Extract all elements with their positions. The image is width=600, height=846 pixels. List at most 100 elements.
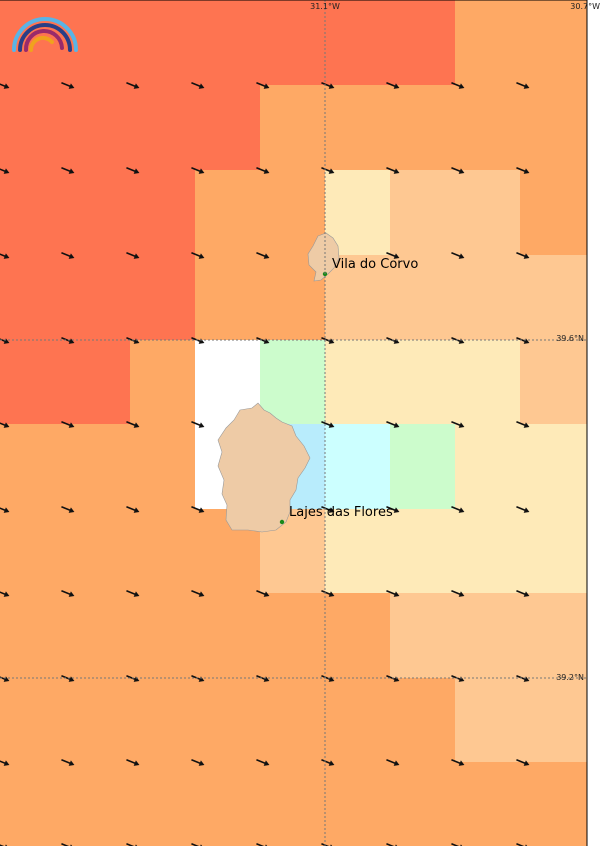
arrow-head (3, 168, 10, 174)
cell (130, 340, 195, 424)
arrow-head (68, 422, 75, 428)
arrow-head (328, 83, 335, 89)
wind-arrow (191, 590, 205, 597)
cell (390, 170, 455, 255)
arrow-head (393, 253, 400, 259)
wind-arrow (126, 506, 140, 513)
wind-arrow (191, 843, 205, 846)
wind-arrow (256, 167, 270, 174)
wind-arrow (516, 167, 530, 174)
arrow-head (198, 760, 205, 766)
cell (325, 0, 390, 85)
wind-arrow (451, 843, 465, 846)
arrow-head (3, 760, 10, 766)
wind-arrow (321, 675, 335, 682)
wind-arrow (0, 82, 10, 89)
arrow-head (198, 422, 205, 428)
arrow-head (393, 83, 400, 89)
cell (195, 85, 260, 170)
arrow-head (133, 168, 140, 174)
arrow-head (198, 83, 205, 89)
cell (0, 593, 65, 678)
cell (390, 340, 455, 424)
cell (130, 424, 195, 509)
cell (455, 509, 520, 593)
arrow-head (133, 253, 140, 259)
wind-arrow (191, 252, 205, 259)
wind-arrow (516, 252, 530, 259)
arrow-head (458, 338, 465, 344)
cell (520, 170, 587, 255)
arrow-head (523, 83, 530, 89)
arrow-head (458, 676, 465, 682)
cell (65, 424, 130, 509)
wind-arrow (516, 506, 530, 513)
arrow-head (263, 168, 270, 174)
wind-arrow (386, 167, 400, 174)
cell (260, 0, 325, 85)
arrow-head (263, 253, 270, 259)
wind-arrow (451, 82, 465, 89)
wind-arrow (386, 590, 400, 597)
wind-arrow (516, 421, 530, 428)
wind-arrow (321, 82, 335, 89)
arrow-head (263, 83, 270, 89)
cell (130, 85, 195, 170)
wind-arrow (126, 759, 140, 766)
cell (65, 678, 130, 762)
arrow-head (263, 676, 270, 682)
arrow-head (3, 253, 10, 259)
arrow-head (68, 676, 75, 682)
cell (195, 678, 260, 762)
arrow-head (3, 338, 10, 344)
arrow-shaft (256, 843, 268, 846)
wind-arrow (0, 506, 10, 513)
lon-label: 31.1°W (310, 2, 340, 11)
arrow-head (328, 676, 335, 682)
wind-arrow (451, 590, 465, 597)
arrow-head (523, 676, 530, 682)
wind-arrow (256, 843, 270, 846)
wind-arrow (126, 421, 140, 428)
cell (520, 255, 587, 340)
cell (130, 170, 195, 255)
cell (455, 0, 520, 85)
wind-arrow (321, 506, 335, 513)
cell (65, 340, 130, 424)
wind-arrow (451, 252, 465, 259)
arrow-head (263, 591, 270, 597)
wind-arrow (386, 506, 400, 513)
arrow-head (68, 760, 75, 766)
arrow-head (393, 507, 400, 513)
arrow-shaft (126, 843, 138, 846)
wind-arrow (0, 421, 10, 428)
cell (455, 170, 520, 255)
cell (325, 762, 390, 846)
arrow-head (328, 760, 335, 766)
cells (0, 0, 587, 846)
arrow-shaft (61, 843, 73, 846)
arrow-head (198, 591, 205, 597)
arrow-head (3, 422, 10, 428)
cell (0, 85, 65, 170)
cell (520, 0, 587, 85)
arrow-head (133, 338, 140, 344)
cell (130, 762, 195, 846)
wind-arrow (191, 167, 205, 174)
arrow-head (133, 422, 140, 428)
wind-arrow (0, 167, 10, 174)
cell (65, 762, 130, 846)
arrow-head (523, 760, 530, 766)
cell (0, 255, 65, 340)
cell (455, 424, 520, 509)
wind-arrow (321, 590, 335, 597)
arrow-head (263, 338, 270, 344)
wind-arrow (61, 337, 75, 344)
arrow-head (458, 760, 465, 766)
arrow-head (133, 591, 140, 597)
cell (325, 509, 390, 593)
place-marker (279, 519, 285, 525)
cell (65, 255, 130, 340)
cell (520, 593, 587, 678)
